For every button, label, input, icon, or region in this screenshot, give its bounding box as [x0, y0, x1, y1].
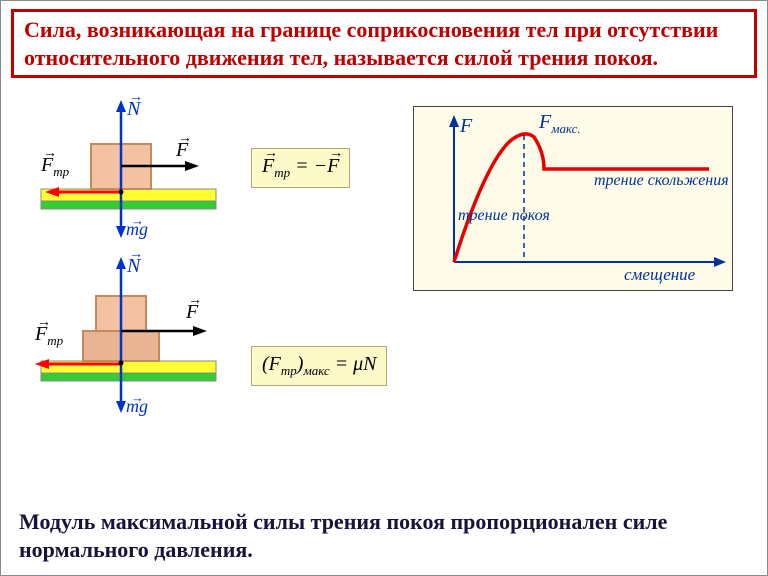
- f-arrowhead-2: [193, 326, 207, 336]
- n-arrowhead-2: [116, 257, 126, 269]
- formula-2: (Fтр)макс = μN: [251, 346, 387, 386]
- f-label-2: →F: [186, 301, 198, 324]
- friction-chart: F Fмакс. трение покоя трение скольжения …: [413, 106, 733, 291]
- mg-label-2: →mg: [126, 396, 148, 417]
- formula-1: →Fтр = −→F: [251, 148, 350, 188]
- diagram-static-friction-2: →N →F →Fтр →mg: [21, 251, 231, 421]
- region-kinetic: трение скольжения: [594, 172, 729, 190]
- n-label-2: →N: [127, 255, 140, 278]
- f-label: →F: [176, 139, 188, 162]
- fmax-label: Fмакс.: [539, 111, 581, 137]
- mg-arrowhead-2: [116, 401, 126, 413]
- x-axis-arrow: [714, 257, 726, 267]
- ftr-label-2: →Fтр: [35, 323, 63, 349]
- surface-bottom-2: [41, 373, 216, 381]
- f-arrowhead: [185, 161, 199, 171]
- title-text: Сила, возникающая на границе соприкоснов…: [24, 16, 744, 71]
- diagram-static-friction-1: →N →F →Fтр →mg: [21, 94, 231, 244]
- y-axis-label: F: [460, 115, 472, 138]
- footer-text: Модуль максимальной силы трения покоя пр…: [19, 508, 767, 565]
- f2-sub1: тр: [281, 363, 297, 378]
- f2-sub2: макс: [303, 363, 329, 378]
- y-axis-arrow: [449, 115, 459, 127]
- origin-dot-2: [119, 361, 124, 366]
- x-axis-label: смещение: [624, 265, 695, 285]
- f2-eq: = μN: [330, 353, 377, 375]
- surface-bottom: [41, 201, 216, 209]
- n-arrowhead: [116, 100, 126, 112]
- origin-dot: [119, 190, 124, 195]
- friction-curve: [454, 134, 709, 262]
- mg-label: →mg: [126, 219, 148, 240]
- f1-sub: тр: [274, 165, 290, 180]
- n-label: →N: [127, 98, 140, 121]
- ftr-label: →Fтр: [41, 154, 69, 180]
- content-area: →N →F →Fтр →mg →N: [1, 86, 767, 516]
- mg-arrowhead: [116, 226, 126, 238]
- region-static: трение покоя: [458, 207, 550, 225]
- f2-prefix: (F: [262, 353, 281, 375]
- title-box: Сила, возникающая на границе соприкоснов…: [11, 9, 757, 78]
- f1-eq: = −: [290, 155, 327, 177]
